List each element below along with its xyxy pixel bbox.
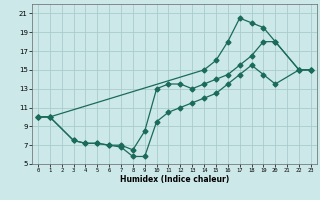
X-axis label: Humidex (Indice chaleur): Humidex (Indice chaleur) [120, 175, 229, 184]
